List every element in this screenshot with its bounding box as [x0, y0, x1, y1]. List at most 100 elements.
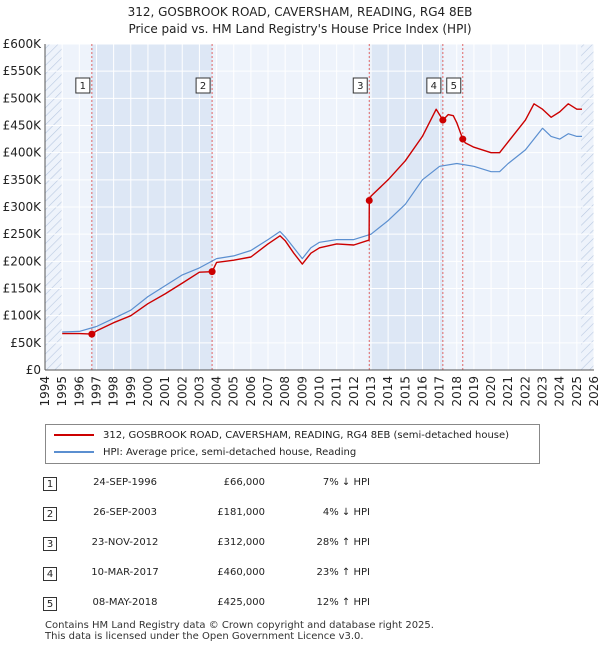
y-tick-label: £200K: [3, 254, 43, 268]
x-tick-label: 2016: [415, 376, 429, 407]
x-tick-label: 2005: [227, 376, 241, 407]
y-tick-label: £100K: [3, 309, 43, 323]
footer-licence: This data is licensed under the Open Gov…: [45, 631, 364, 642]
x-tick-label: 1995: [55, 376, 69, 407]
sale-date: 23-NOV-2012: [91, 537, 159, 548]
sale-label-box: [426, 77, 442, 94]
x-tick-label: 2020: [484, 376, 498, 407]
sale-label-number: 1: [80, 81, 86, 92]
sale-number: 3: [43, 537, 57, 551]
sale-number: 4: [43, 567, 57, 581]
sale-point: [208, 268, 216, 276]
x-tick-label: 2025: [570, 376, 584, 407]
sale-hpi-diff: 7% ↓ HPI: [322, 477, 370, 488]
x-tick-label: 1994: [38, 376, 52, 407]
sale-label-box: [195, 77, 211, 94]
legend-hpi-label: HPI: Average price, semi-detached house,…: [103, 447, 357, 458]
table-row: 1 24-SEP-1996 £66,000 7% ↓ HPI: [0, 470, 600, 500]
x-tick-label: 2010: [313, 376, 327, 407]
table-row: 5 08-MAY-2018 £425,000 12% ↑ HPI: [0, 590, 600, 620]
y-tick-label: £300K: [3, 200, 43, 214]
sale-hpi-diff: 23% ↑ HPI: [316, 567, 370, 578]
x-tick-label: 2002: [175, 376, 189, 407]
legend-property-swatch: [54, 434, 94, 436]
sale-price: £312,000: [217, 537, 265, 548]
sale-number: 1: [43, 477, 57, 491]
x-tick-label: 2015: [398, 376, 412, 407]
x-tick-label: 2023: [536, 376, 550, 407]
x-tick-label: 2019: [467, 376, 481, 407]
x-tick-label: 2012: [347, 376, 361, 407]
x-tick-label: 2003: [192, 376, 206, 407]
legend-property-label: 312, GOSBROOK ROAD, CAVERSHAM, READING, …: [103, 430, 510, 441]
sale-point: [88, 330, 96, 338]
x-tick-label: 2018: [450, 376, 464, 407]
sale-number: 5: [43, 597, 57, 611]
x-tick-label: 1999: [124, 376, 138, 407]
sale-label-box: [352, 77, 368, 94]
x-tick-label: 2011: [330, 376, 344, 407]
y-tick-label: £600K: [3, 37, 43, 51]
sale-point: [439, 116, 447, 124]
sale-number: 2: [43, 507, 57, 521]
sale-point: [365, 196, 373, 204]
y-tick-label: £350K: [3, 173, 43, 187]
sale-price: £425,000: [217, 597, 265, 608]
legend-item-property: 312, GOSBROOK ROAD, CAVERSHAM, READING, …: [54, 428, 509, 444]
chart-title: 312, GOSBROOK ROAD, CAVERSHAM, READING, …: [0, 4, 600, 38]
x-tick-label: 2024: [553, 376, 567, 407]
x-tick-label: 2006: [244, 376, 258, 407]
x-tick-label: 2009: [295, 376, 309, 407]
y-tick-label: £150K: [3, 282, 43, 296]
sale-price: £66,000: [223, 477, 265, 488]
sale-label-box: [446, 77, 462, 94]
x-tick-label: 2013: [364, 376, 378, 407]
x-tick-label: 2021: [501, 376, 515, 407]
sale-hpi-diff: 28% ↑ HPI: [316, 537, 370, 548]
x-tick-label: 2014: [381, 376, 395, 407]
sale-price: £460,000: [217, 567, 265, 578]
sale-hpi-diff: 4% ↓ HPI: [322, 507, 370, 518]
y-tick-label: £550K: [3, 64, 43, 78]
x-tick-label: 2026: [587, 376, 600, 407]
sale-label-number: 2: [200, 81, 206, 92]
y-tick-label: £0: [26, 363, 41, 377]
hpi-series-line: [62, 127, 582, 333]
y-tick-label: £250K: [3, 227, 43, 241]
sale-date: 10-MAR-2017: [91, 567, 159, 578]
sale-date: 24-SEP-1996: [93, 477, 157, 488]
y-tick-label: £50K: [10, 336, 42, 350]
property-series-line: [62, 103, 582, 335]
table-row: 2 26-SEP-2003 £181,000 4% ↓ HPI: [0, 500, 600, 530]
legend-hpi-swatch: [54, 451, 94, 453]
sale-date: 08-MAY-2018: [92, 597, 158, 608]
table-row: 3 23-NOV-2012 £312,000 28% ↑ HPI: [0, 530, 600, 560]
sale-hpi-diff: 12% ↑ HPI: [316, 597, 370, 608]
title-line-1: 312, GOSBROOK ROAD, CAVERSHAM, READING, …: [127, 5, 473, 19]
y-tick-label: £450K: [3, 119, 43, 133]
x-tick-label: 2007: [261, 376, 275, 407]
price-chart: £0 £50K £100K £150K £200K £250K £300K £350K £400…: [3, 37, 600, 407]
sale-label-box: [75, 77, 91, 94]
x-tick-label: 1997: [89, 376, 103, 407]
sale-label-number: 3: [357, 81, 363, 92]
sale-label-number: 5: [451, 81, 457, 92]
x-tick-label: 1996: [72, 376, 86, 407]
sale-label-number: 4: [431, 81, 437, 92]
y-tick-label: £400K: [3, 146, 43, 160]
legend-item-hpi: HPI: Average price, semi-detached house,…: [54, 445, 356, 461]
title-line-2: Price paid vs. HM Land Registry's House …: [128, 22, 472, 36]
footer-copyright: Contains HM Land Registry data © Crown c…: [45, 620, 434, 631]
x-tick-label: 2000: [141, 376, 155, 407]
x-tick-label: 2022: [518, 376, 532, 407]
x-tick-label: 1998: [107, 376, 121, 407]
x-tick-label: 2001: [158, 376, 172, 407]
x-tick-label: 2004: [210, 376, 224, 407]
table-row: 4 10-MAR-2017 £460,000 23% ↑ HPI: [0, 560, 600, 590]
footer: Contains HM Land Registry data © Crown c…: [45, 620, 434, 642]
x-tick-label: 2008: [278, 376, 292, 407]
sale-price: £181,000: [217, 507, 265, 518]
sale-point: [459, 135, 467, 143]
sale-date: 26-SEP-2003: [93, 507, 157, 518]
x-tick-label: 2017: [433, 376, 447, 407]
